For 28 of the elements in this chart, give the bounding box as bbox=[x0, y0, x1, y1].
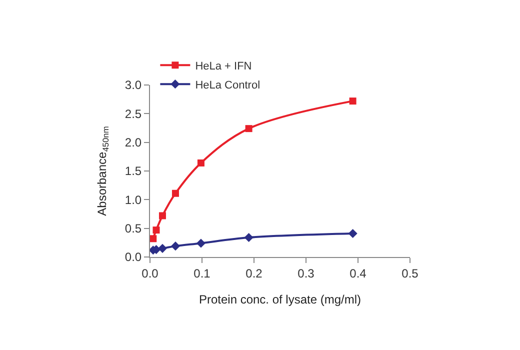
point bbox=[158, 244, 168, 253]
point bbox=[349, 98, 356, 105]
x-tick-label: 0.2 bbox=[246, 266, 263, 280]
point bbox=[170, 242, 180, 251]
point bbox=[172, 190, 179, 197]
y-tick-label: 0.5 bbox=[124, 222, 142, 236]
x-tick-label: 0.1 bbox=[194, 266, 211, 280]
point bbox=[245, 125, 252, 132]
x-tick-label: 0.4 bbox=[350, 266, 367, 280]
y-tick-label: 0.0 bbox=[124, 250, 142, 264]
y-tick-label: 1.0 bbox=[124, 192, 142, 207]
legend-label: HeLa Control bbox=[195, 79, 260, 92]
point bbox=[244, 232, 254, 242]
point bbox=[196, 238, 206, 248]
point bbox=[348, 228, 358, 238]
x-axis-title: Protein conc. of lysate (mg/ml) bbox=[198, 292, 362, 306]
point bbox=[150, 235, 157, 242]
y-tick-label: 2.0 bbox=[124, 136, 142, 150]
x-tick-label: 0.0 bbox=[142, 266, 159, 280]
point bbox=[152, 226, 160, 234]
y-tick-label: 1.5 bbox=[124, 164, 142, 178]
x-tick-label: 0.5 bbox=[402, 266, 419, 280]
x-tick-label: 0.3 bbox=[298, 266, 315, 280]
y-tick-label: 2.5 bbox=[124, 106, 142, 121]
y-tick-label: 3.0 bbox=[124, 78, 142, 92]
point bbox=[158, 212, 166, 220]
legend-label: HeLa + IFN bbox=[195, 60, 252, 72]
point bbox=[197, 159, 204, 166]
